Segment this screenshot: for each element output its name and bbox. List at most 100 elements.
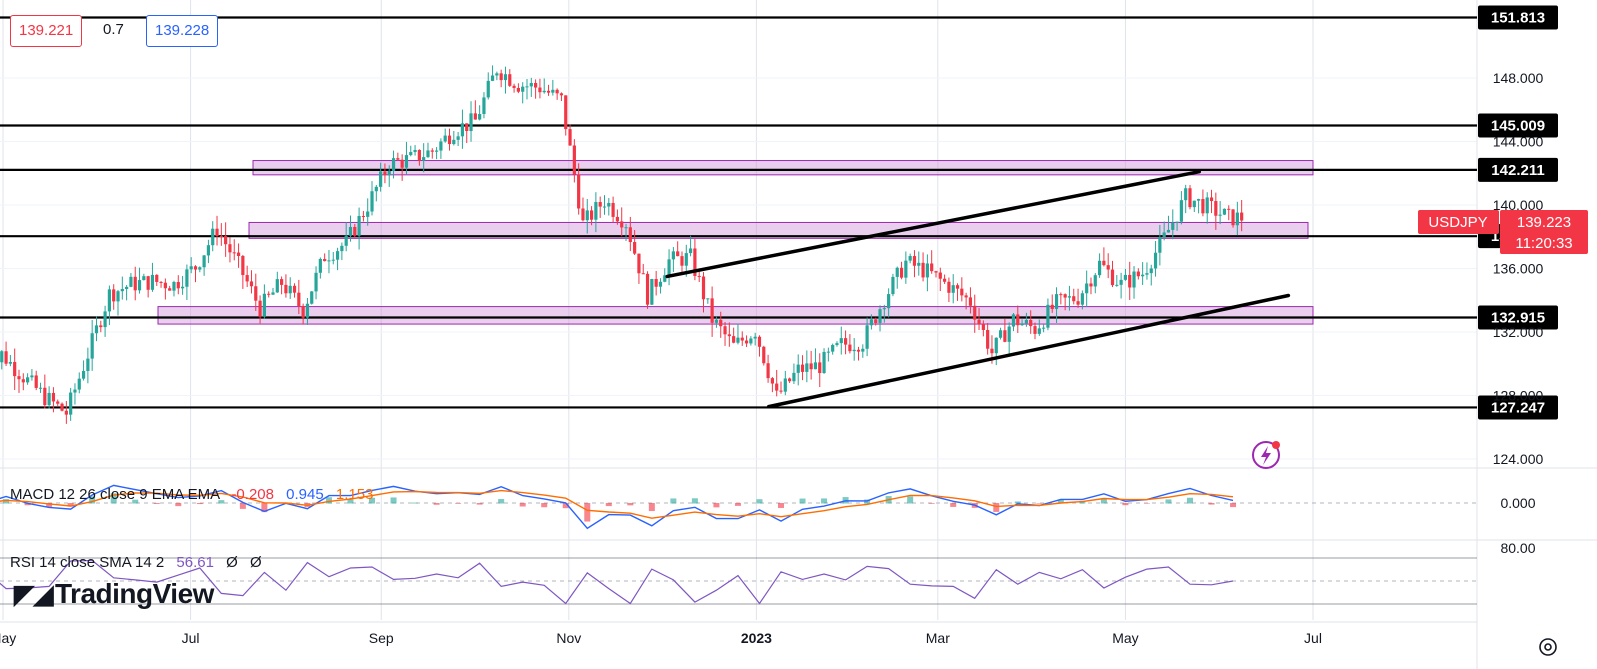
bid-price-box[interactable]: 139.221 [10,15,83,47]
candle-body [361,215,366,217]
candle-body [1171,222,1175,230]
candle-body [658,281,663,287]
zone-2 [157,306,1314,325]
candle-body [1080,293,1084,305]
candle-body [1110,269,1115,286]
candle-body [546,90,551,93]
candle-body [387,170,391,176]
candle-body [1188,188,1192,208]
macd-label: MACD 12 26 close 9 EMA EMA [10,486,220,503]
candle-body [904,260,908,278]
candle-body [314,272,318,292]
macd-line [0,484,1234,530]
y-tick-5: 128.000 [1493,388,1544,404]
candle-body [796,364,800,373]
macd-hist-bar [1014,501,1021,504]
candle-body [628,227,632,243]
y-tick-0: 148.000 [1493,70,1544,86]
candle-body [400,159,404,168]
macd-hist-bar [218,500,225,504]
candle-body [555,89,559,94]
candle-body [292,285,297,293]
ask-price-box[interactable]: 139.228 [146,15,219,47]
macd-hist-bar [390,497,397,504]
candle-body [757,336,762,347]
settings-icon[interactable] [1539,638,1557,656]
candle-body [684,253,688,266]
macd-hist-bar [756,499,763,504]
symbol-label: USDJPY [1428,214,1487,231]
candle-body [409,152,413,156]
candle-body [891,276,895,295]
macd-hist-bar [627,503,634,506]
candle-body [447,135,452,145]
candle-body [1136,271,1140,277]
macd-hist-bar [821,498,828,504]
macd-hist-bar [239,503,246,509]
candle-body [90,333,94,359]
candle-body [327,260,331,262]
y-tick-4: 132.000 [1493,324,1544,340]
candle-body [155,274,159,282]
macd-hist-bar [1122,503,1129,506]
candle-body [727,334,731,337]
candle-body [1106,265,1110,270]
alert-icon[interactable] [1252,441,1280,469]
candle-body [310,291,314,304]
candle-body [607,202,611,207]
symbol-tag [1418,210,1499,234]
candle-body [1029,319,1033,327]
candle-body [986,329,990,349]
candle-body [460,123,465,137]
candle-body [1050,304,1054,309]
candles [0,65,1244,424]
candle-body [288,285,292,294]
candle-body [602,206,607,208]
candle-body [422,157,426,161]
svg-text:MACD 12 26 close 9 EMA EMA: MACD 12 26 close 9 EMA EMA -0.208 0.945 … [10,486,373,503]
candle-body [1115,284,1119,286]
candle-body [146,276,150,290]
candle-body [1222,208,1227,215]
candle-body [180,286,185,289]
candle-body [835,343,839,345]
candle-body [800,364,805,372]
candle-body [637,253,641,274]
macd-hist-bar [519,503,526,507]
candle-body [663,275,667,282]
candle-body [973,305,977,320]
candle-body [585,210,589,221]
candle-body [887,294,891,309]
candle-body [284,284,288,294]
candle-body [788,378,792,382]
macd-hist-bar [67,503,74,507]
candle-body [374,186,378,192]
candle-body [839,338,843,344]
candle-body [17,376,21,380]
candle-body [818,362,822,374]
candle-body [852,349,856,352]
candle-body [559,93,564,96]
candle-body [172,282,176,291]
level-label-4: 132.915 [1491,309,1545,326]
candle-body [1097,260,1102,276]
candle-body [1179,200,1183,222]
candle-body [710,298,714,323]
macd-hist-bar [670,498,677,504]
macd-hist-bar [1208,503,1215,505]
candle-body [262,293,266,317]
last-price-tag [1500,210,1588,254]
candle-body [452,139,456,145]
candle-body [396,158,400,160]
candle-body [116,291,120,302]
y-tick-2: 140.000 [1493,197,1544,213]
candle-body [943,278,947,282]
channel-line-upper [665,169,1201,279]
candle-body [503,74,508,81]
candle-body [366,211,370,217]
candle-body [990,348,994,354]
candle-body [568,129,572,146]
last-price-label: 139.223 [1517,214,1571,231]
candle-body [955,285,960,289]
